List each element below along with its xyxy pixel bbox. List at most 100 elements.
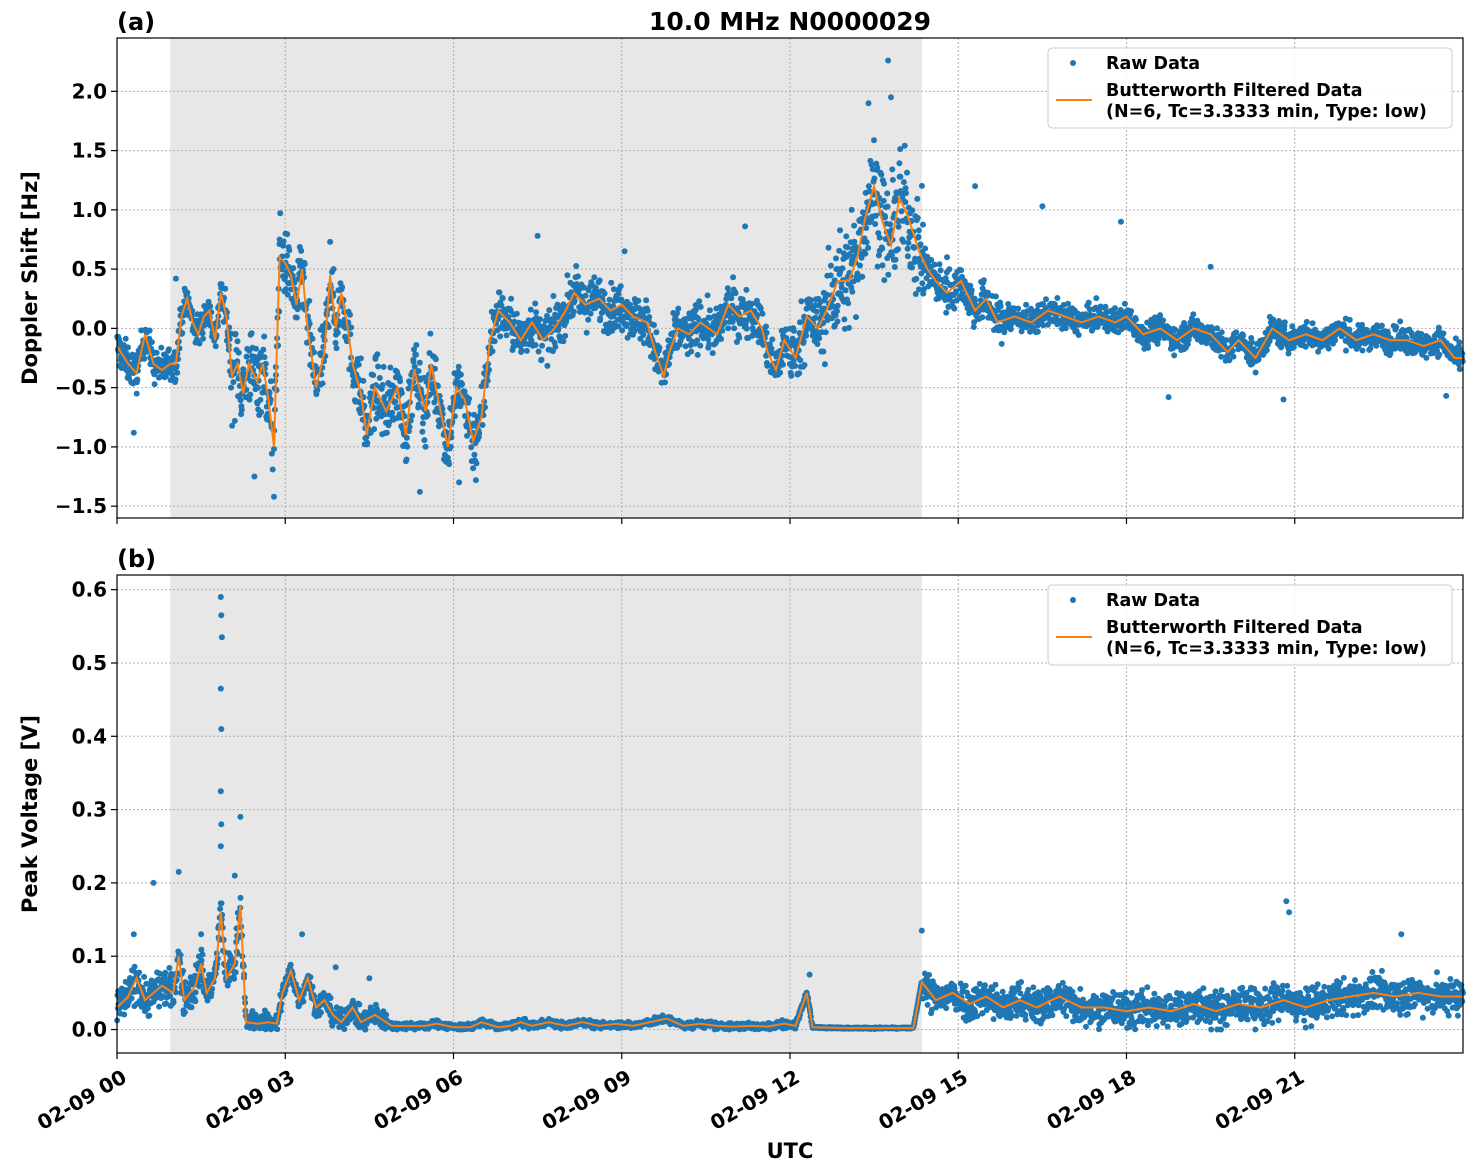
raw-data-point [447, 443, 454, 450]
raw-data-point [383, 429, 390, 436]
raw-data-point [416, 488, 423, 495]
raw-data-point [370, 372, 377, 379]
raw-data-point [341, 1026, 348, 1033]
raw-data-point [409, 412, 416, 419]
raw-data-point [497, 333, 504, 340]
raw-data-point [617, 283, 624, 290]
raw-data-point [862, 250, 869, 257]
raw-data-point [879, 245, 886, 252]
raw-data-point [544, 362, 551, 369]
raw-data-point [218, 900, 225, 907]
raw-data-point [422, 443, 429, 450]
raw-data-point [635, 297, 642, 304]
raw-data-point [234, 338, 241, 345]
raw-data-point [865, 244, 872, 251]
raw-data-point [892, 256, 899, 263]
raw-data-point [503, 332, 510, 339]
raw-data-point [128, 995, 135, 1002]
raw-data-point [430, 389, 437, 396]
raw-data-point [709, 350, 716, 357]
raw-data-point [471, 411, 478, 418]
raw-data-point [1112, 305, 1118, 312]
raw-data-point [489, 348, 496, 355]
raw-data-point [362, 1026, 369, 1033]
raw-data-point [533, 309, 540, 316]
raw-data-point [528, 337, 535, 344]
raw-data-point [207, 303, 214, 310]
raw-data-point [499, 295, 506, 302]
raw-data-point [471, 451, 478, 458]
raw-data-point [1367, 345, 1374, 352]
raw-data-point [122, 335, 129, 342]
raw-data-point [827, 262, 834, 269]
raw-data-point [284, 252, 290, 259]
raw-data-point [253, 345, 259, 352]
raw-data-point [901, 142, 908, 149]
raw-data-point [271, 446, 277, 452]
raw-data-point [730, 274, 737, 281]
raw-data-point [881, 277, 888, 284]
raw-data-point [532, 300, 539, 307]
raw-data-point [1230, 353, 1237, 360]
raw-data-point [914, 195, 921, 202]
raw-data-point [884, 203, 891, 210]
raw-data-point [909, 264, 915, 271]
raw-data-point [913, 275, 920, 282]
raw-data-point [876, 234, 883, 241]
raw-data-point [841, 316, 848, 323]
raw-data-point [608, 279, 615, 286]
raw-data-point [859, 273, 866, 280]
raw-data-point [697, 303, 704, 310]
raw-data-point [724, 285, 731, 292]
raw-data-point [257, 396, 264, 403]
raw-data-point [1117, 218, 1124, 225]
raw-data-point [900, 179, 907, 186]
raw-data-point [379, 382, 386, 388]
raw-data-point [300, 998, 307, 1005]
raw-data-point [231, 417, 238, 424]
raw-data-point [1023, 301, 1030, 308]
raw-data-point [416, 359, 423, 366]
raw-data-point [254, 384, 261, 391]
raw-data-point [238, 406, 245, 413]
raw-data-point [797, 357, 804, 364]
raw-data-point [919, 280, 926, 287]
raw-data-point [392, 398, 399, 405]
raw-data-point [383, 1011, 390, 1018]
raw-data-point [330, 266, 337, 273]
raw-data-point [812, 314, 819, 321]
raw-data-point [1043, 296, 1049, 303]
raw-data-point [871, 137, 877, 144]
raw-data-point [732, 290, 739, 297]
raw-data-point [725, 325, 732, 332]
raw-data-point [293, 314, 300, 321]
raw-data-point [792, 362, 799, 369]
raw-data-point [237, 894, 244, 901]
raw-data-point [410, 358, 417, 365]
raw-data-point [546, 307, 553, 314]
raw-data-point [403, 456, 410, 463]
raw-data-point [411, 346, 417, 353]
raw-data-point [355, 361, 362, 368]
raw-data-point [404, 443, 411, 450]
raw-data-point [872, 212, 879, 219]
raw-data-point [833, 255, 839, 262]
raw-data-point [539, 342, 546, 349]
raw-data-point [796, 370, 803, 377]
raw-data-point [468, 444, 475, 451]
raw-data-point [235, 349, 242, 356]
raw-data-point [212, 343, 219, 350]
raw-data-point [895, 246, 901, 253]
raw-data-point [151, 381, 158, 388]
raw-data-point [237, 397, 244, 404]
raw-data-point [972, 183, 979, 190]
raw-data-point [968, 287, 975, 294]
raw-data-point [537, 316, 543, 323]
raw-data-point [946, 266, 953, 273]
raw-data-point [1252, 369, 1259, 376]
panel-label-a: (a) [117, 8, 155, 36]
raw-data-point [643, 297, 650, 304]
raw-data-point [461, 388, 468, 395]
raw-data-point [646, 314, 653, 320]
y-tick-label: 1.0 [72, 198, 107, 222]
